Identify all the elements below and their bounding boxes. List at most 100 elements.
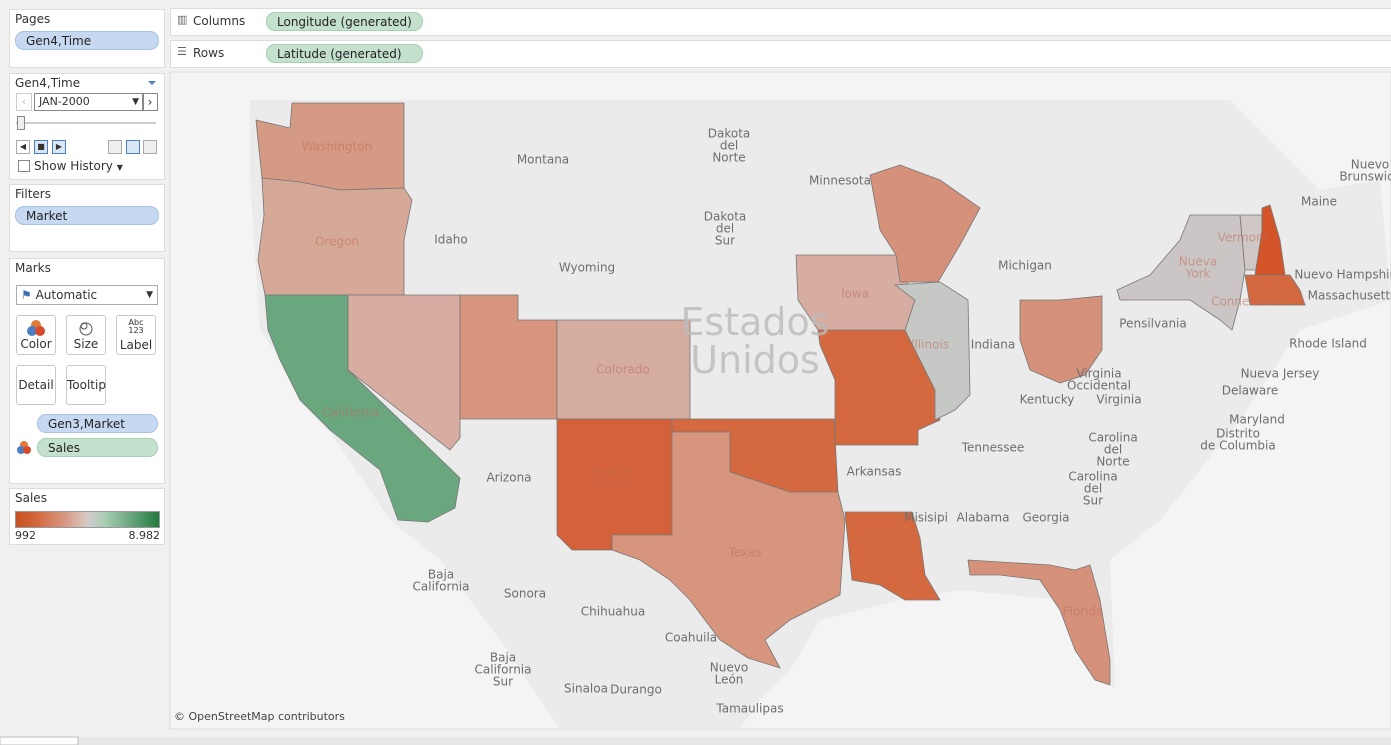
scrollbar-thumb[interactable]: [0, 736, 79, 745]
page-select[interactable]: JAN-2000 ▼: [34, 93, 144, 111]
place-label: Nueva Jersey: [1241, 367, 1320, 381]
place-label: Sinaloa: [564, 682, 608, 696]
state-shape: [869, 164, 981, 283]
state-label: Iowa: [841, 287, 869, 301]
state-shape: [347, 294, 461, 451]
show-history-checkbox[interactable]: [18, 160, 30, 172]
legend-card: Sales 992 8.982: [9, 488, 165, 545]
play-forward[interactable]: ▶: [52, 140, 66, 154]
legend-min: 992: [15, 529, 36, 542]
button-label: Tooltip: [67, 378, 106, 392]
place-label: Massachusetts: [1308, 289, 1391, 303]
play-back[interactable]: ◀: [16, 140, 30, 154]
detail-pill[interactable]: Gen3,Market: [37, 414, 158, 433]
place-label: Carolina: [1088, 431, 1137, 445]
place-label: Minnesota: [809, 174, 871, 188]
color-button[interactable]: Color: [16, 315, 56, 355]
state-label: Nuevo: [594, 465, 632, 479]
place-label: de Columbia: [1200, 439, 1275, 453]
place-label: del: [720, 139, 738, 153]
place-label: Virginia: [1096, 393, 1141, 407]
state-label: Vermont: [1218, 231, 1269, 245]
tooltip-button[interactable]: Tooltip: [66, 365, 106, 405]
page-slider[interactable]: [16, 122, 156, 124]
mark-type: Automatic: [35, 288, 98, 302]
state-label: Texas: [727, 546, 761, 560]
size-button[interactable]: Size: [66, 315, 106, 355]
dropdown-arrow[interactable]: [147, 79, 157, 87]
place-label: Pensilvania: [1119, 317, 1186, 331]
place-label: California: [413, 580, 470, 594]
pages-title: Pages: [15, 12, 51, 26]
place-label: Coahuila: [665, 631, 717, 645]
country-label: Estados: [680, 300, 829, 344]
speed-slow[interactable]: [108, 140, 122, 154]
place-label: Nuevo: [1351, 158, 1389, 172]
pages-card: Pages Gen4,Time: [9, 9, 165, 68]
place-label: Carolina: [1068, 470, 1117, 484]
stop[interactable]: ■: [34, 140, 48, 154]
state-label: Colorado: [596, 363, 650, 377]
show-history-label[interactable]: Show History ▼: [34, 159, 123, 173]
place-label: Idaho: [434, 233, 467, 247]
place-label: Misisipi: [904, 511, 948, 525]
columns-shelf: ▥ Columns Longitude (generated): [170, 8, 1391, 36]
place-label: del: [1104, 443, 1122, 457]
state-label: Illinois: [911, 338, 949, 352]
place-label: Dakota: [704, 210, 747, 224]
speed-fast[interactable]: [143, 140, 157, 154]
columns-pill[interactable]: Longitude (generated): [266, 12, 423, 31]
place-label: Indiana: [971, 338, 1015, 352]
state-label: Washington: [302, 140, 373, 154]
state-shape: [967, 559, 1111, 686]
size-icon: [79, 322, 93, 336]
detail-button[interactable]: Detail: [16, 365, 56, 405]
states: [255, 102, 1306, 686]
marks-title: Marks: [15, 261, 51, 275]
place-label: Arkansas: [847, 465, 902, 479]
prev-page[interactable]: ‹: [16, 93, 32, 111]
place-label: Maryland: [1229, 413, 1285, 427]
place-label: Arizona: [486, 471, 531, 485]
place-label: Sur: [1083, 494, 1103, 508]
legend-ramp: [15, 511, 160, 528]
rows-label: Rows: [193, 46, 225, 60]
place-label: Kentucky: [1020, 393, 1075, 407]
attribution: © OpenStreetMap contributors: [174, 710, 345, 723]
place-label: Tamaulipas: [715, 702, 783, 716]
pages-pill[interactable]: Gen4,Time: [15, 31, 159, 50]
mark-type-select[interactable]: ⚑ Automatic ▼: [16, 285, 158, 305]
slider-thumb[interactable]: [17, 116, 25, 130]
place-label: Nuevo Hampshire: [1294, 268, 1391, 282]
state-label: Connecticut: [1211, 295, 1283, 309]
place-label: Alabama: [957, 511, 1010, 525]
button-label: Color: [20, 337, 52, 351]
rows-pill[interactable]: Latitude (generated): [266, 44, 423, 63]
place-label: Baja: [428, 568, 454, 582]
filters-title: Filters: [15, 187, 51, 201]
legend-title: Sales: [15, 491, 47, 505]
color-pill[interactable]: Sales: [37, 438, 158, 457]
filter-pill[interactable]: Market: [15, 206, 159, 225]
state-label: Nueva: [1179, 255, 1217, 269]
speed-medium[interactable]: [126, 140, 140, 154]
label-button[interactable]: Abc 123 Label: [116, 315, 156, 355]
button-label: Label: [119, 338, 153, 352]
place-label: Distrito: [1216, 427, 1260, 441]
scrollbar[interactable]: [0, 737, 1391, 745]
state-shape: [1244, 274, 1306, 306]
next-page[interactable]: ›: [142, 93, 158, 111]
place-label: Occidental: [1067, 379, 1131, 393]
place-label: León: [715, 673, 744, 687]
place-label: California: [475, 663, 532, 677]
land: [250, 100, 1391, 729]
color-icon: [27, 320, 45, 336]
state-shape: [844, 511, 941, 601]
place-label: Virginia: [1076, 367, 1121, 381]
label-icon: 123: [128, 326, 144, 335]
place-label: Sur: [715, 234, 735, 248]
show-history-text: Show History: [34, 159, 113, 173]
place-label: Tennessee: [961, 441, 1025, 455]
